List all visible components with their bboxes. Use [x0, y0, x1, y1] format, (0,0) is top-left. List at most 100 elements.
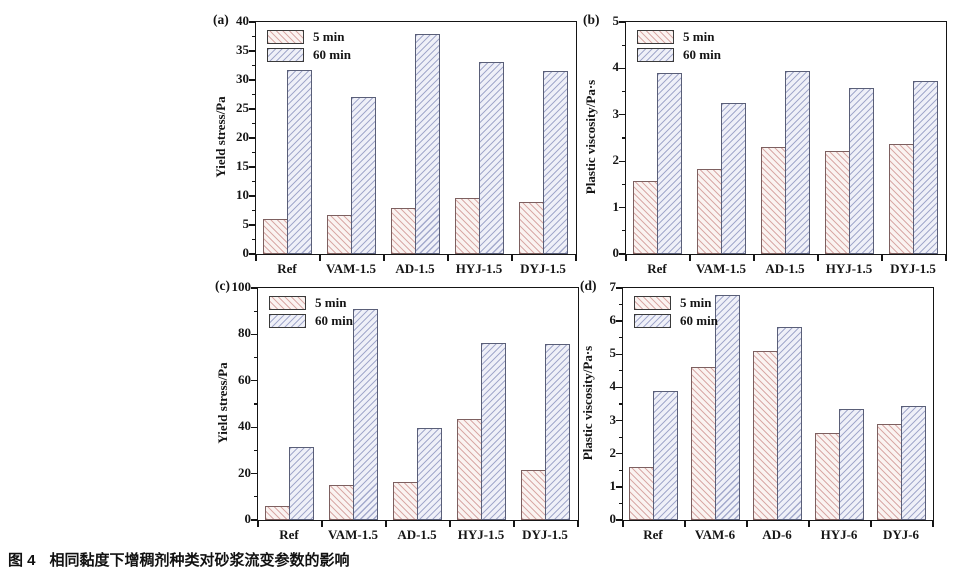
- y-major-tick: [618, 67, 625, 70]
- y-tick-label: 1: [612, 198, 620, 214]
- bar-5min-Ref: [265, 506, 290, 520]
- bar-60min-AD-1.5: [785, 71, 810, 254]
- x-tick-label-HYJ-1.5: HYJ-1.5: [825, 261, 873, 276]
- y-major-tick: [250, 380, 257, 382]
- x-tick: [753, 254, 755, 261]
- y-major-tick: [618, 253, 625, 255]
- x-tick-label-HYJ-1.5: HYJ-1.5: [457, 527, 505, 542]
- x-tick-label-Ref: Ref: [279, 527, 299, 542]
- legend-label: 60 min: [680, 313, 718, 328]
- y-minor-tick: [251, 180, 255, 183]
- legend-label: 5 min: [315, 295, 347, 310]
- x-tick-label-DYJ-6: DYJ-6: [882, 527, 920, 542]
- y-minor-tick: [253, 357, 257, 359]
- chart-panel-b: (b) Plastic viscosity/Pa·s 5 min 60 min 0 1 2 3…: [575, 5, 969, 285]
- x-tick: [257, 520, 259, 527]
- y-minor-tick: [618, 303, 622, 306]
- x-tick-label-Ref: Ref: [647, 261, 667, 276]
- legend-item-5min: 5 min: [634, 295, 718, 310]
- plot-area-b: 5 min 60 min: [618, 21, 947, 261]
- y-minor-tick: [618, 403, 622, 405]
- y-major-tick: [248, 195, 255, 197]
- x-tick: [932, 520, 934, 527]
- y-minor-tick: [253, 310, 257, 312]
- bar-60min-Ref: [657, 73, 682, 254]
- bar-5min-Ref: [263, 219, 288, 254]
- legend-swatch-60min-icon: [634, 313, 671, 328]
- y-minor-tick: [251, 238, 255, 241]
- legend-label: 60 min: [683, 47, 721, 62]
- x-tick: [449, 520, 451, 527]
- legend-label: 5 min: [313, 29, 345, 44]
- y-minor-tick: [621, 183, 625, 185]
- y-minor-tick: [621, 230, 625, 232]
- legend: 5 min 60 min: [634, 295, 718, 331]
- y-tick-label: 30: [236, 71, 249, 86]
- x-tick: [622, 520, 624, 527]
- x-tick-label-Ref: Ref: [277, 261, 297, 276]
- y-tick-label: 25: [236, 100, 249, 115]
- x-tick-label-AD-1.5: AD-1.5: [765, 261, 805, 276]
- x-tick-label-DYJ-1.5: DYJ-1.5: [890, 261, 936, 276]
- plot-area-a: 5 min 60 min: [248, 21, 577, 261]
- y-minor-tick: [621, 91, 625, 93]
- legend-item-60min: 60 min: [267, 47, 351, 62]
- bar-5min-AD-1.5: [391, 208, 416, 254]
- y-minor-tick: [251, 151, 255, 154]
- y-axis-title: Plastic viscosity/Pa·s: [580, 345, 595, 461]
- x-tick-label-Ref: Ref: [643, 527, 663, 542]
- y-minor-tick: [253, 403, 257, 405]
- y-tick-label: 3: [612, 105, 620, 121]
- y-tick-label: 0: [242, 245, 250, 260]
- legend-item-5min: 5 min: [637, 29, 721, 44]
- x-tick: [625, 254, 627, 261]
- x-tick-label-VAM-6: VAM-6: [694, 527, 736, 542]
- x-tick-label-AD-1.5: AD-1.5: [397, 527, 437, 542]
- y-tick-label: 0: [609, 511, 617, 526]
- legend-label: 5 min: [680, 295, 712, 310]
- x-tick: [255, 254, 257, 261]
- x-tick: [321, 520, 323, 527]
- bar-5min-DYJ-1.5: [519, 201, 544, 254]
- legend-label: 60 min: [313, 47, 351, 62]
- bar-5min-Ref: [633, 180, 658, 254]
- y-major-tick: [250, 333, 257, 336]
- y-tick-label: 2: [609, 444, 617, 460]
- y-major-tick: [248, 79, 255, 81]
- y-major-tick: [618, 160, 625, 162]
- bar-5min-HYJ-1.5: [825, 151, 850, 254]
- y-minor-tick: [618, 502, 622, 505]
- y-minor-tick: [251, 122, 255, 125]
- x-tick-label-AD-1.5: AD-1.5: [395, 261, 435, 276]
- x-tick: [575, 254, 577, 261]
- figure-caption: 图 4 相同黏度下增稠剂种类对砂浆流变参数的影响: [8, 549, 350, 570]
- x-tick: [808, 520, 810, 527]
- y-major-tick: [248, 50, 255, 52]
- y-tick-label: 20: [238, 464, 251, 480]
- y-major-tick: [250, 472, 257, 475]
- bar-60min-HYJ-1.5: [479, 62, 504, 254]
- x-tick-label-DYJ-1.5: DYJ-1.5: [522, 527, 568, 542]
- y-tick-label: 40: [238, 418, 251, 434]
- legend-swatch-60min-icon: [267, 47, 304, 62]
- y-minor-tick: [251, 93, 255, 96]
- x-tick: [385, 520, 387, 527]
- y-minor-tick: [618, 370, 622, 372]
- legend-swatch-5min-icon: [269, 295, 306, 310]
- bar-5min-DYJ-6: [877, 423, 902, 520]
- y-tick-label: 0: [244, 511, 252, 526]
- bar-60min-Ref: [653, 390, 678, 520]
- x-tick: [577, 520, 579, 527]
- y-major-tick: [615, 453, 622, 455]
- y-major-tick: [615, 419, 622, 422]
- figure-caption-number: 图 4: [8, 552, 36, 569]
- y-major-tick: [618, 114, 625, 116]
- panel-label-b: (b): [583, 12, 600, 27]
- y-tick-label: 15: [236, 158, 249, 173]
- bar-60min-Ref: [287, 70, 312, 254]
- legend-swatch-5min-icon: [634, 295, 671, 310]
- bar-60min-HYJ-6: [839, 408, 864, 520]
- y-tick-label: 0: [612, 245, 620, 260]
- y-axis-title: Plastic viscosity/Pa·s: [583, 79, 598, 195]
- bar-5min-VAM-1.5: [329, 485, 354, 520]
